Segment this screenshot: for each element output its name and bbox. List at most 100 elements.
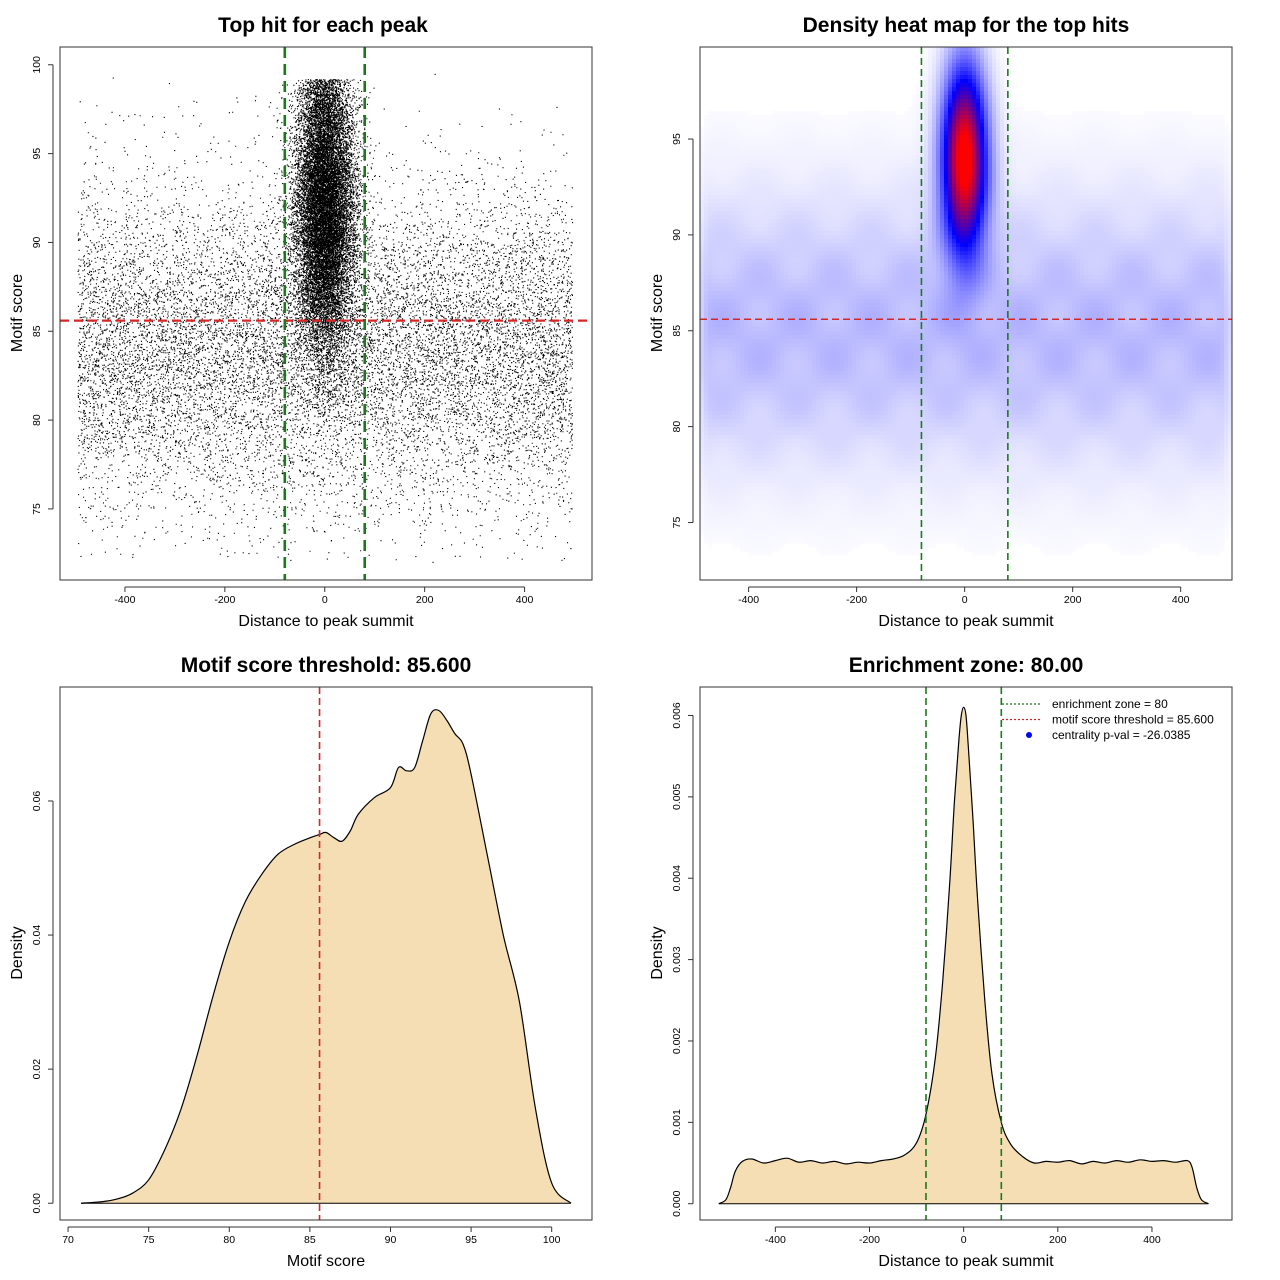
heat-cell [836,163,841,168]
heat-cell [792,171,797,176]
heat-cell [860,143,865,148]
heat-cell [816,355,821,360]
heat-cell [800,487,805,492]
heat-cell [780,379,785,384]
heat-cell [812,199,817,204]
heat-cell [768,167,773,172]
heat-cell [860,243,865,248]
heat-cell [880,167,885,172]
heat-cell [780,287,785,292]
heat-cell [728,147,733,152]
heat-cell [824,215,829,220]
heat-cell [856,507,861,512]
heat-cell [720,351,725,356]
heat-cell [828,411,833,416]
heat-cell [864,135,869,140]
heat-cell [784,507,789,512]
heat-cell [756,419,761,424]
heat-cell [784,143,789,148]
heat-cell [872,267,877,272]
heat-cell [768,375,773,380]
heat-cell [880,115,885,120]
heat-cell [780,415,785,420]
heat-cell [792,463,797,468]
heat-cell [740,171,745,176]
heat-cell [776,299,781,304]
heat-cell [768,539,773,544]
heat-cell [860,319,865,324]
heat-cell [756,207,761,212]
heat-cell [708,379,713,384]
heat-cell [844,203,849,208]
heat-cell [748,223,753,228]
heat-cell [756,527,761,532]
heat-cell [736,463,741,468]
heat-cell [840,251,845,256]
heat-cell [776,367,781,372]
heat-cell [748,303,753,308]
heat-cell [868,307,873,312]
heat-cell [856,147,861,152]
heat-cell [788,391,793,396]
heat-cell [780,343,785,348]
heat-cell [752,191,757,196]
heat-cell [752,179,757,184]
heat-cell [828,331,833,336]
heat-cell [752,527,757,532]
heat-cell [860,295,865,300]
heat-cell [704,539,709,544]
heat-cell [736,543,741,548]
heat-cell [708,363,713,368]
heat-cell [708,415,713,420]
heat-cell [760,335,765,340]
heat-cell [744,291,749,296]
heat-cell [848,479,853,484]
heat-cell [780,515,785,520]
heat-cell [840,331,845,336]
heat-cell [784,387,789,392]
heat-cell [872,423,877,428]
heat-cell [736,131,741,136]
heat-cell [788,395,793,400]
heat-cell [712,367,717,372]
heat-cell [760,263,765,268]
heat-cell [776,399,781,404]
heat-cell [868,163,873,168]
heat-cell [700,475,705,480]
heat-cell [872,243,877,248]
heat-cell [744,227,749,232]
heat-cell [844,159,849,164]
heat-cell [744,339,749,344]
heat-cell [764,399,769,404]
heat-cell [748,307,753,312]
heat-cell [732,423,737,428]
heat-cell [772,195,777,200]
heat-cell [748,163,753,168]
heat-cell [792,351,797,356]
heat-cell [740,275,745,280]
heat-cell [724,315,729,320]
heat-cell [700,455,705,460]
heat-cell [840,507,845,512]
heat-cell [864,199,869,204]
heat-cell [868,155,873,160]
heat-cell [860,307,865,312]
heat-cell [836,443,841,448]
heat-cell [864,183,869,188]
heat-cell [708,251,713,256]
heat-cell [860,263,865,268]
heat-cell [748,167,753,172]
heat-cell [840,339,845,344]
heat-cell [720,407,725,412]
heat-cell [788,455,793,460]
heat-cell [796,535,801,540]
heat-cell [812,283,817,288]
heat-cell [748,179,753,184]
heat-cell [776,147,781,152]
heat-cell [772,439,777,444]
heat-cell [708,175,713,180]
heat-cell [800,171,805,176]
heat-cell [832,167,837,172]
heat-cell [860,331,865,336]
heat-cell [876,419,881,424]
